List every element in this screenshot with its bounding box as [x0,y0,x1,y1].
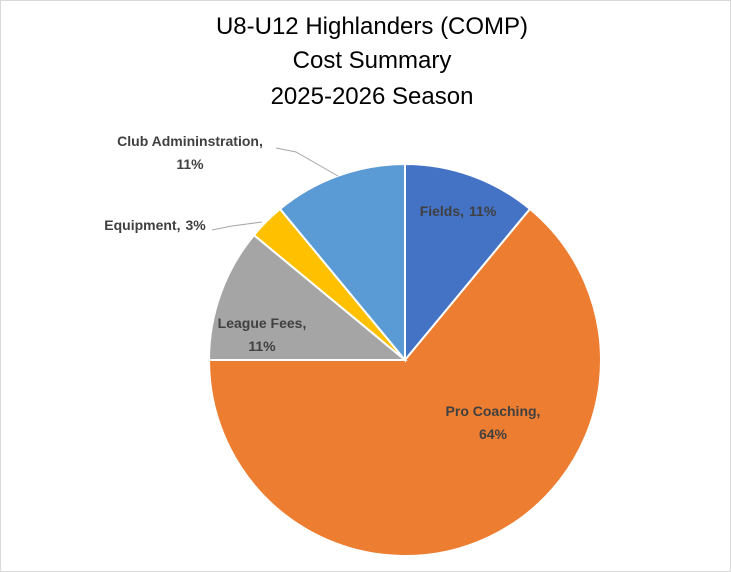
pie-slice [207,233,408,361]
pie-slice [207,207,602,557]
label-value: 11% [469,203,497,219]
data-label: Fields, 11% [420,203,497,219]
data-label: League Fees, 11% [218,315,307,354]
data-label: Pro Coaching, 64% [446,403,541,442]
label-category: Pro Coaching, [446,403,541,419]
pie-slice [278,162,406,363]
label-category: League Fees, [218,315,307,331]
chart-title: Cost Summary [293,47,452,74]
label-value: 11% [176,156,204,172]
chart-title: U8-U12 Highlanders (COMP) [216,13,528,40]
label-value: 11% [248,338,276,354]
label-category: Club Admininstration, [117,133,263,149]
leader-line [275,147,339,177]
data-label: Equipment, 3% [104,217,206,233]
label-value: 3% [186,217,207,233]
label-value: 64% [479,426,508,442]
data-label: Club Admininstration, 11% [117,133,263,172]
leader-line [211,221,263,231]
pie-slice [404,162,532,363]
label-category: Equipment, [104,217,180,233]
label-category: Fields, [420,203,464,219]
chart-title: 2025-2026 Season [271,83,474,110]
